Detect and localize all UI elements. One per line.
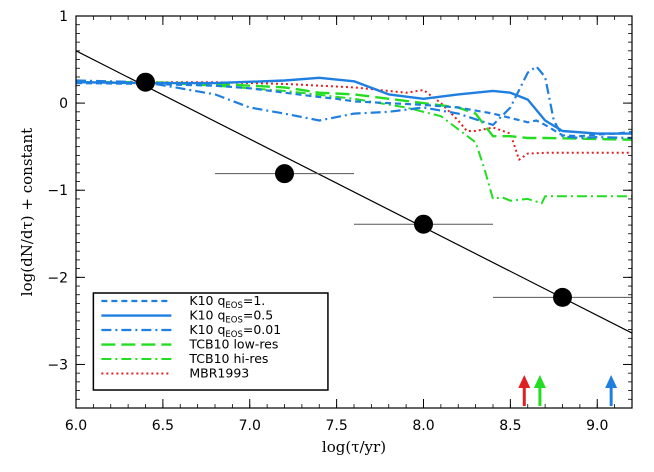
legend-label-4: TCB10 hi-res <box>188 351 268 366</box>
axes-group: 6.0 6.5 7.0 7.5 8.0 8.5 9.0 −3 −2 −1 0 1 log(τ/yr) lo… <box>18 9 633 456</box>
x-tick-label-6: 9.0 <box>586 418 608 434</box>
series-line-3 <box>76 80 632 141</box>
x-tick-label-3: 7.5 <box>325 418 347 434</box>
data-point-2 <box>414 214 433 234</box>
x-axis-title: log(τ/yr) <box>322 438 386 456</box>
x-tick-label-0: 6.0 <box>65 418 87 434</box>
arrow-marker-2 <box>605 375 618 406</box>
y-tick-label-1: −2 <box>47 270 68 286</box>
legend-label-5: MBR1993 <box>189 366 249 381</box>
series-line-0 <box>76 82 632 138</box>
arrow-head-2 <box>605 375 618 388</box>
y-tick-label-0: −3 <box>47 357 68 373</box>
series-line-5 <box>76 81 632 161</box>
legend-label-1: K10 qEOS=0.5 <box>189 308 273 326</box>
x-tick-label-4: 8.0 <box>412 418 434 434</box>
y-tick-label-4: 1 <box>59 9 68 25</box>
fit-line <box>76 50 632 334</box>
x-tick-label-1: 6.5 <box>152 418 174 434</box>
legend-label-3: TCB10 low-res <box>188 337 278 352</box>
series-line-1 <box>76 76 632 135</box>
arrows-group <box>518 375 618 406</box>
x-tick-label-5: 8.5 <box>499 418 521 434</box>
series-line-2 <box>76 65 632 140</box>
series-line-4 <box>76 81 632 205</box>
arrow-head-0 <box>518 375 531 388</box>
y-tick-label-2: −1 <box>47 183 68 199</box>
data-point-0 <box>136 72 155 92</box>
fit-line-group <box>76 50 632 334</box>
legend-label-2: K10 qEOS=0.01 <box>189 322 281 340</box>
series-group <box>76 65 632 205</box>
y-axis-title: log(dN/dτ) + constant <box>18 128 36 296</box>
arrow-marker-1 <box>533 375 546 406</box>
arrow-marker-0 <box>518 375 531 406</box>
points-group <box>136 72 632 307</box>
data-point-1 <box>275 164 294 184</box>
data-point-3 <box>553 287 572 307</box>
x-tick-label-2: 7.0 <box>239 418 261 434</box>
arrow-head-1 <box>533 375 546 388</box>
legend-label-0: K10 qEOS=1. <box>189 293 265 311</box>
y-tick-label-3: 0 <box>59 96 68 112</box>
